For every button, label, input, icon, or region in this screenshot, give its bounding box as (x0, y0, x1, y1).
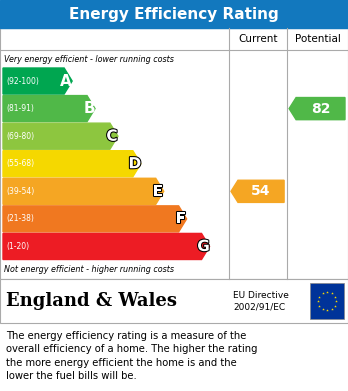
Polygon shape (3, 233, 209, 260)
Text: England & Wales: England & Wales (6, 292, 177, 310)
Bar (0, 28, 348, 279)
Text: (92-100): (92-100) (6, 77, 39, 86)
Bar (0, 279, 348, 323)
Text: 2002/91/EC: 2002/91/EC (233, 303, 285, 312)
Text: B: B (83, 101, 95, 116)
Polygon shape (3, 68, 72, 94)
Text: 54: 54 (251, 184, 271, 198)
Text: 82: 82 (311, 102, 330, 116)
Polygon shape (289, 97, 345, 120)
Text: Very energy efficient - lower running costs: Very energy efficient - lower running co… (4, 54, 174, 63)
Text: (81-91): (81-91) (6, 104, 34, 113)
Text: Potential: Potential (295, 34, 340, 44)
Text: E: E (152, 184, 163, 199)
Polygon shape (3, 151, 141, 177)
Text: (55-68): (55-68) (6, 159, 34, 168)
Polygon shape (3, 206, 187, 232)
Text: (39-54): (39-54) (6, 187, 34, 196)
Bar (310, 283, 344, 319)
Text: Current: Current (238, 34, 278, 44)
Text: F: F (175, 212, 186, 226)
Polygon shape (3, 123, 118, 149)
Text: (69-80): (69-80) (6, 132, 34, 141)
Text: A: A (60, 74, 72, 88)
Text: EU Directive: EU Directive (233, 291, 289, 300)
Polygon shape (3, 95, 95, 122)
Text: C: C (106, 129, 118, 143)
Text: D: D (128, 156, 141, 171)
Text: The energy efficiency rating is a measure of the
overall efficiency of a home. T: The energy efficiency rating is a measur… (6, 331, 258, 381)
Polygon shape (231, 180, 284, 203)
Text: (21-38): (21-38) (6, 214, 34, 223)
Text: Energy Efficiency Rating: Energy Efficiency Rating (69, 7, 279, 22)
Polygon shape (3, 178, 164, 204)
Text: G: G (197, 239, 210, 254)
Text: Not energy efficient - higher running costs: Not energy efficient - higher running co… (4, 265, 174, 274)
Bar (0, 0, 348, 28)
Text: (1-20): (1-20) (6, 242, 29, 251)
